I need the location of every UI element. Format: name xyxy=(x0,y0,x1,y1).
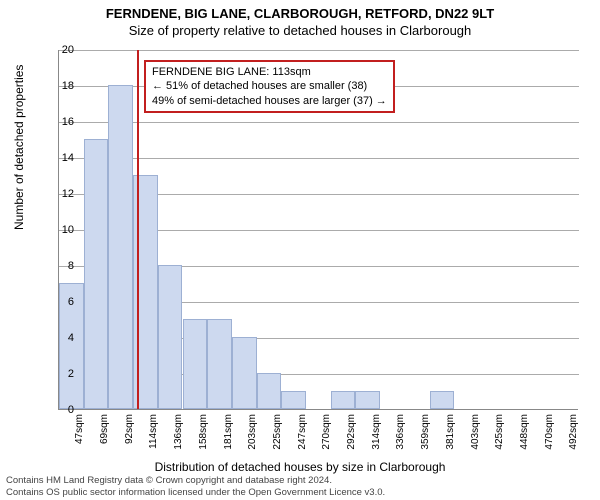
histogram-bar xyxy=(207,319,232,409)
x-axis-label: Distribution of detached houses by size … xyxy=(0,460,600,474)
histogram-bar xyxy=(257,373,282,409)
y-axis-label: Number of detached properties xyxy=(12,65,26,230)
x-tick-label: 270sqm xyxy=(321,414,332,450)
x-tick-label: 448sqm xyxy=(519,414,530,450)
histogram-bar xyxy=(430,391,455,409)
x-tick-label: 181sqm xyxy=(223,414,234,450)
x-tick-label: 470sqm xyxy=(544,414,555,450)
x-tick-label: 381sqm xyxy=(445,414,456,450)
annotation-line2: ← 51% of detached houses are smaller (38… xyxy=(152,79,387,93)
y-tick-label: 6 xyxy=(44,296,74,308)
property-marker-line xyxy=(137,50,139,409)
x-tick-label: 92sqm xyxy=(124,414,135,444)
y-tick-label: 18 xyxy=(44,80,74,92)
footer-attribution: Contains HM Land Registry data © Crown c… xyxy=(6,475,385,498)
y-tick-label: 8 xyxy=(44,260,74,272)
x-tick-label: 158sqm xyxy=(198,414,209,450)
page-title-line2: Size of property relative to detached ho… xyxy=(0,21,600,38)
x-tick-label: 336sqm xyxy=(395,414,406,450)
footer-line2: Contains OS public sector information li… xyxy=(6,487,385,498)
y-tick-label: 0 xyxy=(44,404,74,416)
x-tick-label: 425sqm xyxy=(494,414,505,450)
histogram-bar xyxy=(183,319,208,409)
x-tick-label: 247sqm xyxy=(297,414,308,450)
x-tick-label: 114sqm xyxy=(148,414,159,449)
footer-line1: Contains HM Land Registry data © Crown c… xyxy=(6,475,385,486)
histogram-bar xyxy=(355,391,380,409)
x-tick-label: 403sqm xyxy=(470,414,481,450)
y-tick-label: 10 xyxy=(44,224,74,236)
x-tick-label: 136sqm xyxy=(173,414,184,450)
x-tick-label: 359sqm xyxy=(420,414,431,450)
chart: 47sqm69sqm92sqm114sqm136sqm158sqm181sqm2… xyxy=(58,50,578,410)
histogram-bar xyxy=(84,139,109,409)
histogram-bar xyxy=(281,391,306,409)
y-tick-label: 14 xyxy=(44,152,74,164)
y-tick-label: 12 xyxy=(44,188,74,200)
histogram-bar xyxy=(232,337,257,409)
x-tick-label: 314sqm xyxy=(371,414,382,450)
x-tick-label: 203sqm xyxy=(247,414,258,450)
y-tick-label: 2 xyxy=(44,368,74,380)
x-tick-label: 292sqm xyxy=(346,414,357,450)
annotation-line1: FERNDENE BIG LANE: 113sqm xyxy=(152,65,387,79)
y-tick-label: 16 xyxy=(44,116,74,128)
annotation-line3: 49% of semi-detached houses are larger (… xyxy=(152,94,387,108)
histogram-bar xyxy=(108,85,133,409)
histogram-bar xyxy=(158,265,183,409)
x-tick-label: 69sqm xyxy=(99,414,110,444)
plot-area: 47sqm69sqm92sqm114sqm136sqm158sqm181sqm2… xyxy=(58,50,578,410)
x-tick-label: 492sqm xyxy=(568,414,579,450)
x-tick-label: 225sqm xyxy=(272,414,283,450)
y-tick-label: 4 xyxy=(44,332,74,344)
x-tick-label: 47sqm xyxy=(74,414,85,444)
annotation-box: FERNDENE BIG LANE: 113sqm← 51% of detach… xyxy=(144,60,395,113)
y-tick-label: 20 xyxy=(44,44,74,56)
page-title-line1: FERNDENE, BIG LANE, CLARBOROUGH, RETFORD… xyxy=(0,0,600,21)
histogram-bar xyxy=(331,391,356,409)
